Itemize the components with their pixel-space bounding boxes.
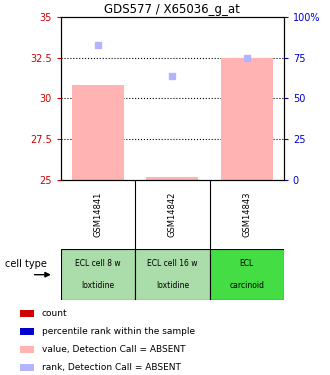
- Bar: [72, 86, 124, 180]
- Text: ECL cell 16 w: ECL cell 16 w: [147, 259, 198, 268]
- Bar: [19, 346, 34, 353]
- Text: count: count: [42, 309, 67, 318]
- Bar: [147, 177, 198, 180]
- Text: GSM14842: GSM14842: [168, 192, 177, 237]
- Text: rank, Detection Call = ABSENT: rank, Detection Call = ABSENT: [42, 363, 181, 372]
- Text: loxtidine: loxtidine: [156, 281, 189, 290]
- Title: GDS577 / X65036_g_at: GDS577 / X65036_g_at: [105, 3, 240, 16]
- Bar: [19, 310, 34, 317]
- Bar: [135, 249, 210, 300]
- Text: carcinoid: carcinoid: [229, 281, 264, 290]
- Text: ECL: ECL: [240, 259, 254, 268]
- Text: loxtidine: loxtidine: [82, 281, 115, 290]
- Text: GSM14841: GSM14841: [94, 192, 103, 237]
- Text: GSM14843: GSM14843: [242, 192, 251, 237]
- Text: cell type: cell type: [5, 258, 47, 268]
- Text: percentile rank within the sample: percentile rank within the sample: [42, 327, 195, 336]
- Bar: [19, 364, 34, 371]
- Bar: [61, 249, 135, 300]
- Bar: [210, 249, 284, 300]
- Bar: [221, 58, 273, 180]
- Bar: [19, 328, 34, 335]
- Text: ECL cell 8 w: ECL cell 8 w: [75, 259, 121, 268]
- Text: value, Detection Call = ABSENT: value, Detection Call = ABSENT: [42, 345, 185, 354]
